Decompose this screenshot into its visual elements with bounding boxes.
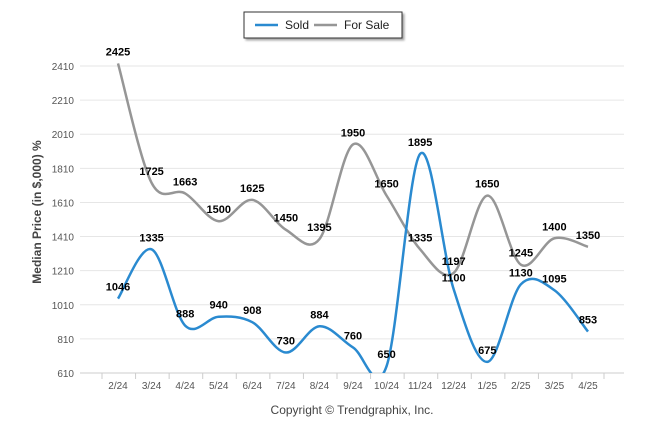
sold-data-label: 888 — [176, 309, 194, 321]
x-tick-label: 8/24 — [310, 381, 330, 392]
sold-data-label: 1100 — [442, 272, 466, 284]
for-sale-data-label: 1650 — [475, 179, 499, 191]
sold-data-label: 1130 — [509, 267, 533, 279]
for-sale-data-label: 1335 — [408, 232, 432, 244]
x-tick-label: 4/25 — [578, 381, 598, 392]
x-tick-label: 11/24 — [408, 381, 433, 392]
for-sale-data-label: 1725 — [139, 166, 163, 178]
sold-data-label: 730 — [277, 336, 295, 348]
x-tick-label: 6/24 — [243, 381, 263, 392]
for-sale-data-label: 1400 — [542, 221, 566, 233]
data-labels: 1046 1335 888 940 908 730 884 760 650 1895 1100 675… — [106, 46, 600, 361]
for-sale-data-label: 1245 — [509, 248, 533, 260]
for-sale-data-label: 1625 — [240, 183, 264, 195]
gridlines — [80, 65, 624, 374]
sold-data-label: 853 — [579, 315, 597, 327]
sold-data-label: 760 — [344, 330, 362, 342]
y-axis-ticks: 610 810 1010 1210 1410 1610 1810 2010 2210 2410 — [52, 62, 75, 380]
x-tick-label: 1/25 — [478, 381, 498, 392]
y-tick-label: 610 — [57, 369, 74, 380]
sold-line — [116, 151, 589, 373]
sold-data-label: 1095 — [542, 273, 566, 285]
sold-data-label: 940 — [210, 300, 228, 312]
for-sale-data-label: 2425 — [106, 46, 130, 58]
sold-data-label: 1895 — [408, 137, 432, 149]
y-axis-label: Median Price (in $,000) % — [30, 140, 44, 284]
x-tick-label: 4/24 — [175, 381, 195, 392]
sold-data-label: 650 — [377, 349, 395, 361]
y-tick-label: 1010 — [52, 301, 75, 312]
x-axis-ticks: 2/24 3/24 4/24 5/24 6/24 7/24 8/24 9/24 10/24 11/… — [101, 373, 605, 392]
for-sale-data-label: 1950 — [341, 127, 365, 139]
y-tick-label: 810 — [57, 335, 74, 346]
y-tick-label: 1610 — [52, 198, 75, 209]
sold-data-label: 675 — [478, 345, 496, 357]
for-sale-data-label: 1663 — [173, 176, 197, 188]
copyright-credit: Copyright © Trendgraphix, Inc. — [271, 403, 434, 417]
x-tick-label: 10/24 — [374, 381, 399, 392]
x-tick-label: 2/24 — [108, 381, 128, 392]
x-tick-label: 3/25 — [545, 381, 565, 392]
sold-data-label: 884 — [310, 309, 329, 321]
for-sale-data-label: 1500 — [206, 204, 230, 216]
y-tick-label: 1410 — [52, 233, 75, 244]
y-tick-label: 2410 — [52, 62, 75, 73]
y-tick-label: 2210 — [52, 96, 75, 107]
for-sale-data-label: 1395 — [307, 222, 331, 234]
for-sale-data-label: 1450 — [274, 213, 298, 225]
x-tick-label: 9/24 — [343, 381, 363, 392]
sold-data-label: 1046 — [106, 282, 130, 294]
legend-label-for-sale[interactable]: For Sale — [344, 18, 390, 32]
y-tick-label: 1810 — [52, 164, 75, 175]
for-sale-data-label: 1197 — [442, 256, 466, 268]
for-sale-line — [116, 63, 589, 277]
x-tick-label: 7/24 — [276, 381, 296, 392]
series-lines — [116, 63, 589, 373]
legend-label-sold[interactable]: Sold — [285, 18, 309, 32]
legend[interactable]: Sold For Sale — [243, 11, 403, 39]
x-tick-label: 2/25 — [511, 381, 531, 392]
x-tick-label: 5/24 — [209, 381, 229, 392]
x-tick-label: 12/24 — [441, 381, 466, 392]
x-tick-label: 3/24 — [142, 381, 162, 392]
sold-data-label: 1335 — [139, 232, 163, 244]
y-tick-label: 1210 — [52, 267, 75, 278]
y-tick-label: 2010 — [52, 130, 75, 141]
for-sale-data-label: 1350 — [576, 230, 600, 242]
sold-data-label: 908 — [243, 305, 261, 317]
for-sale-data-label: 1650 — [374, 179, 398, 191]
